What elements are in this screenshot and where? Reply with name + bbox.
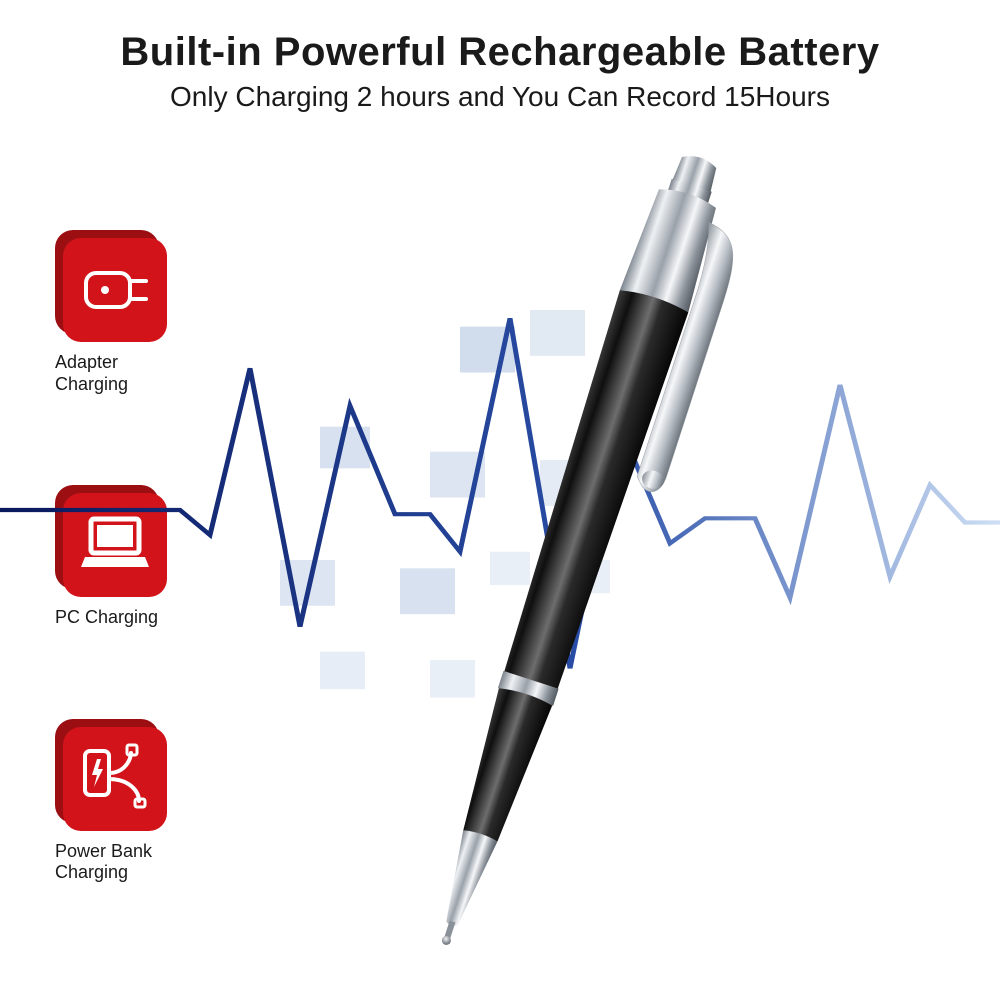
waveform-graphic [0,260,1000,760]
waveform-line [0,318,1000,668]
page-title: Built-in Powerful Rechargeable Battery [0,30,1000,75]
powerbank-label: Power Bank Charging [55,841,152,884]
header: Built-in Powerful Rechargeable Battery O… [0,30,1000,113]
page-subtitle: Only Charging 2 hours and You Can Record… [0,81,1000,113]
